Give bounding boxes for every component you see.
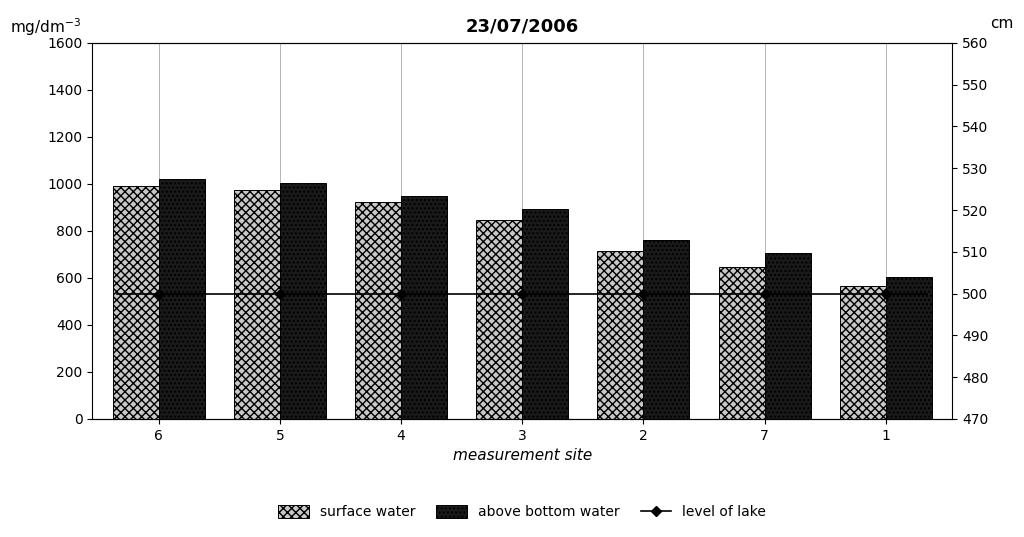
Text: cm: cm [990, 16, 1014, 31]
Bar [597, 251, 643, 419]
Bar [886, 277, 932, 419]
Bar [233, 190, 280, 419]
Title: 23/07/2006: 23/07/2006 [466, 18, 579, 36]
Bar [159, 179, 205, 419]
Bar [401, 195, 447, 419]
Bar [355, 201, 401, 419]
Legend: surface water, above bottom water, level of lake: surface water, above bottom water, level… [272, 499, 772, 525]
Bar [280, 183, 326, 419]
Bar [840, 286, 886, 419]
Bar [113, 186, 159, 419]
X-axis label: measurement site: measurement site [453, 448, 592, 463]
Bar [522, 208, 568, 419]
Bar [476, 220, 522, 419]
Bar [643, 241, 689, 419]
Bar [765, 253, 811, 419]
Bar [719, 267, 765, 419]
Text: mg/dm$^{-3}$: mg/dm$^{-3}$ [10, 16, 82, 38]
